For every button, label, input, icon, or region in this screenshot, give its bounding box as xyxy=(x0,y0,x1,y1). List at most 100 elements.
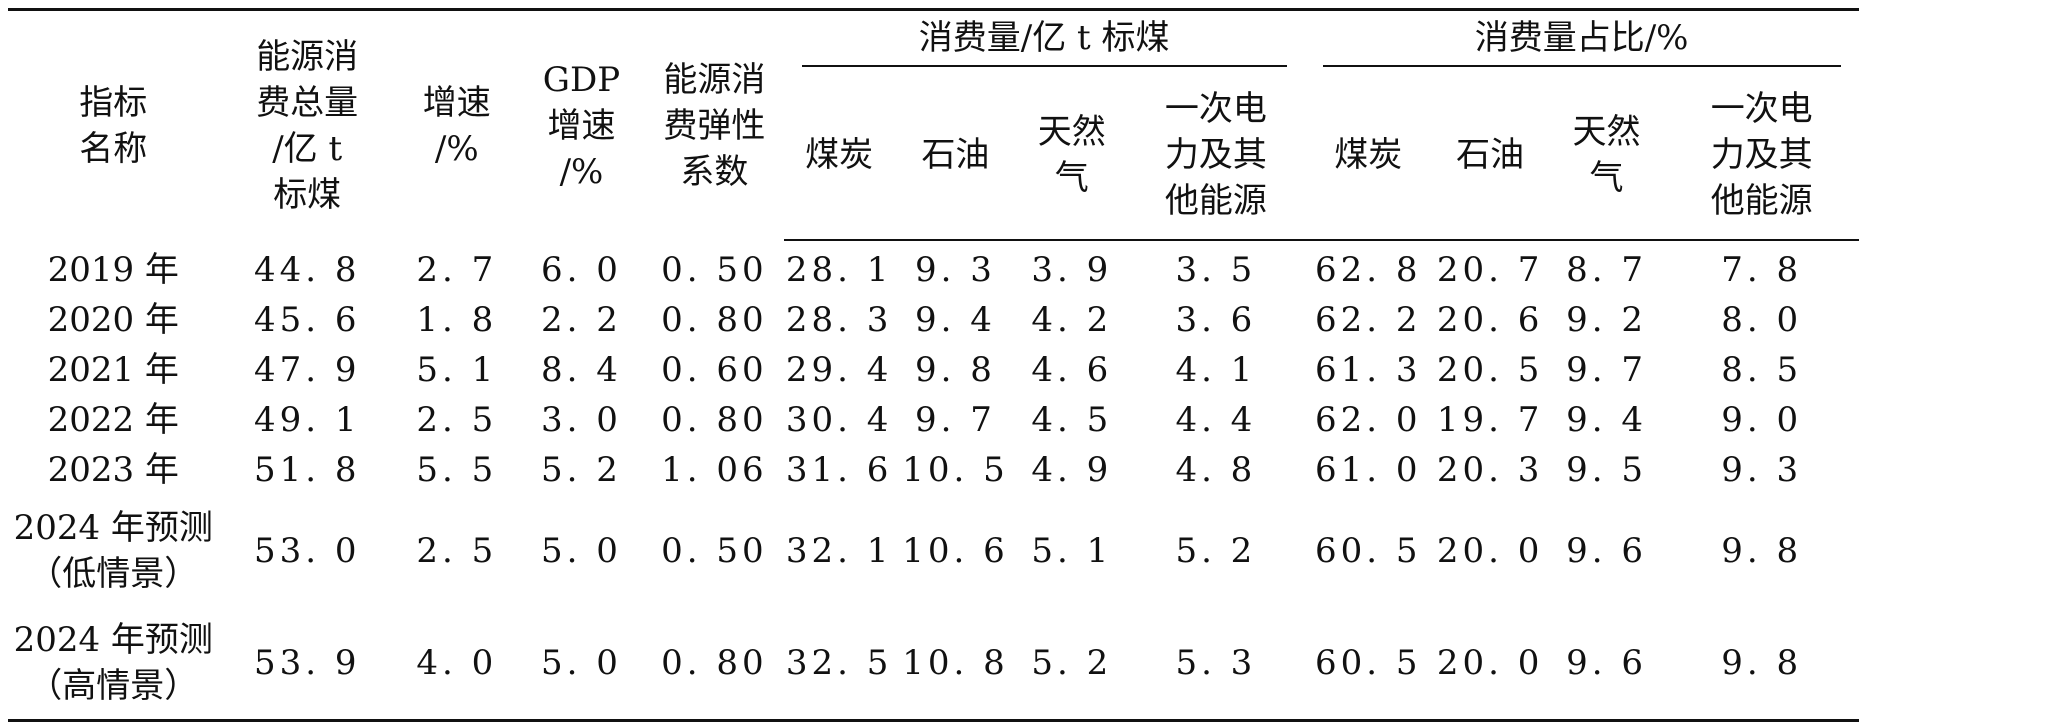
cell-total: 51. 8 xyxy=(253,450,361,490)
cell-gdp: 3. 0 xyxy=(541,400,622,440)
cell-volume-oil: 9. 8 xyxy=(915,350,996,390)
cell-volume-coal: 30. 4 xyxy=(785,400,893,440)
cell-volume-oil: 10. 8 xyxy=(894,607,1017,722)
cell-share-coal: 61. 3 xyxy=(1315,350,1422,390)
cell-volume-power: 5. 2 xyxy=(1175,531,1257,571)
cell-volume-power: 3. 6 xyxy=(1175,300,1257,340)
cell-volume-coal: 28. 1 xyxy=(785,250,893,290)
row-name: 2024 年预测 （高情景） xyxy=(8,607,219,722)
table-row: 2022 年 49. 1 2. 5 3. 0 0. 80 30. 4 9. 7 … xyxy=(8,395,2056,445)
cell-growth: 2. 5 xyxy=(416,400,498,440)
header-share-power: 一次电 力及其 他能源 xyxy=(1664,71,1859,241)
cell-volume-gas: 5. 1 xyxy=(1031,531,1113,571)
cell-gdp: 5. 0 xyxy=(541,531,622,571)
header-growth: 增速 /% xyxy=(395,8,518,240)
cell-share-gas: 9. 4 xyxy=(1566,400,1647,440)
cell-volume-coal: 32. 5 xyxy=(783,607,895,722)
cell-total: 53. 9 xyxy=(218,607,396,722)
cell-total: 53. 0 xyxy=(253,531,361,571)
table-row: 2021 年 47. 9 5. 1 8. 4 0. 60 29. 4 9. 8 … xyxy=(8,345,2056,395)
cell-share-oil: 20. 3 xyxy=(1436,450,1544,490)
table-row: 2023 年 51. 8 5. 5 5. 2 1. 06 31. 6 10. 5… xyxy=(8,445,2056,495)
cell-share-power: 8. 0 xyxy=(1721,300,1803,340)
cell-share-power: 8. 5 xyxy=(1721,350,1803,390)
cell-volume-coal: 29. 4 xyxy=(785,350,893,390)
cell-volume-oil: 9. 4 xyxy=(915,300,996,340)
table-row: 2019 年 44. 8 2. 7 6. 0 0. 50 28. 1 9. 3 … xyxy=(8,240,2056,295)
table-body: 2019 年 44. 8 2. 7 6. 0 0. 50 28. 1 9. 3 … xyxy=(8,240,2056,722)
cell-share-oil: 20. 5 xyxy=(1436,350,1544,390)
cell-growth: 5. 1 xyxy=(416,350,498,390)
cell-elasticity: 0. 80 xyxy=(661,400,768,440)
row-name: 2019 年 xyxy=(47,249,179,290)
cell-share-gas: 9. 2 xyxy=(1566,300,1647,340)
table-row: 2020 年 45. 6 1. 8 2. 2 0. 80 28. 3 9. 4 … xyxy=(8,295,2056,345)
table-row: 2024 年预测 （高情景） 53. 9 4. 0 5. 0 0. 80 32.… xyxy=(8,607,2056,722)
header-share-coal: 煤炭 xyxy=(1304,71,1432,241)
cell-share-power: 9. 0 xyxy=(1721,400,1803,440)
cell-volume-oil: 9. 3 xyxy=(915,250,996,290)
cell-share-coal: 60. 5 xyxy=(1304,607,1432,722)
cell-gdp: 8. 4 xyxy=(541,350,622,390)
row-name: 2023 年 xyxy=(47,450,179,490)
cell-growth: 2. 7 xyxy=(416,249,498,290)
cell-share-oil: 20. 6 xyxy=(1436,300,1544,340)
row-name: 2024 年预测 （低情景） xyxy=(13,508,213,594)
cell-share-coal: 60. 5 xyxy=(1315,531,1422,571)
header-share-gas: 天然 气 xyxy=(1548,71,1665,241)
cell-volume-gas: 4. 9 xyxy=(1031,450,1113,490)
cell-share-oil: 20. 0 xyxy=(1436,531,1544,571)
header-group-share-label: 消费量占比/% xyxy=(1322,15,1841,67)
cell-share-coal: 62. 0 xyxy=(1315,400,1422,440)
table-row: 2024 年预测 （低情景） 53. 0 2. 5 5. 0 0. 50 32.… xyxy=(8,495,2056,607)
header-volume-gas: 天然 气 xyxy=(1016,71,1128,241)
cell-elasticity: 0. 80 xyxy=(661,300,768,340)
cell-share-gas: 9. 5 xyxy=(1566,450,1647,490)
cell-growth: 4. 0 xyxy=(395,607,518,722)
header-share-oil: 石油 xyxy=(1432,71,1549,241)
cell-total: 47. 9 xyxy=(253,350,361,390)
header-gdp-growth: GDP 增速 /% xyxy=(517,8,646,240)
header-indicator: 指标 名称 xyxy=(8,8,219,240)
cell-growth: 1. 8 xyxy=(416,300,498,340)
cell-total: 45. 6 xyxy=(253,300,361,340)
cell-share-gas: 9. 7 xyxy=(1566,350,1647,390)
cell-volume-coal: 32. 1 xyxy=(785,531,893,571)
cell-elasticity: 1. 06 xyxy=(661,450,768,490)
cell-share-coal: 62. 2 xyxy=(1315,300,1422,340)
cell-elasticity: 0. 80 xyxy=(645,607,784,722)
row-name: 2020 年 xyxy=(47,300,179,340)
cell-share-coal: 62. 8 xyxy=(1315,250,1422,290)
cell-volume-power: 5. 3 xyxy=(1127,607,1305,722)
cell-gdp: 5. 2 xyxy=(541,450,622,490)
cell-gdp: 5. 0 xyxy=(517,607,646,722)
cell-growth: 2. 5 xyxy=(416,531,498,571)
cell-gdp: 2. 2 xyxy=(541,300,622,340)
cell-volume-gas: 4. 2 xyxy=(1031,300,1113,340)
cell-share-gas: 9. 6 xyxy=(1548,607,1665,722)
cell-volume-gas: 3. 9 xyxy=(1031,250,1113,290)
header-group-volume: 消费量/亿 t 标煤 xyxy=(783,8,1305,71)
energy-consumption-table: 指标 名称 能源消 费总量 /亿 t 标煤 增速 /% GDP 增速 /% 能源… xyxy=(8,8,2056,722)
cell-growth: 5. 5 xyxy=(416,450,498,490)
cell-total: 44. 8 xyxy=(253,249,361,290)
cell-volume-power: 4. 8 xyxy=(1175,450,1257,490)
header-group-share: 消费量占比/% xyxy=(1304,8,1859,71)
cell-gdp: 6. 0 xyxy=(541,249,622,290)
header-total-consumption: 能源消 费总量 /亿 t 标煤 xyxy=(218,8,396,240)
cell-elasticity: 0. 50 xyxy=(661,531,768,571)
cell-share-power: 9. 8 xyxy=(1664,607,1859,722)
table-header: 指标 名称 能源消 费总量 /亿 t 标煤 增速 /% GDP 增速 /% 能源… xyxy=(8,8,2056,241)
header-volume-coal: 煤炭 xyxy=(783,71,895,241)
cell-share-oil: 19. 7 xyxy=(1436,400,1544,440)
cell-share-oil: 20. 7 xyxy=(1436,250,1544,290)
cell-share-power: 7. 8 xyxy=(1721,250,1803,290)
cell-elasticity: 0. 50 xyxy=(661,249,768,290)
cell-volume-coal: 31. 6 xyxy=(785,450,893,490)
cell-volume-power: 3. 5 xyxy=(1175,250,1257,290)
cell-share-power: 9. 3 xyxy=(1721,450,1803,490)
cell-share-coal: 61. 0 xyxy=(1315,450,1422,490)
cell-share-oil: 20. 0 xyxy=(1432,607,1549,722)
header-volume-oil: 石油 xyxy=(894,71,1017,241)
